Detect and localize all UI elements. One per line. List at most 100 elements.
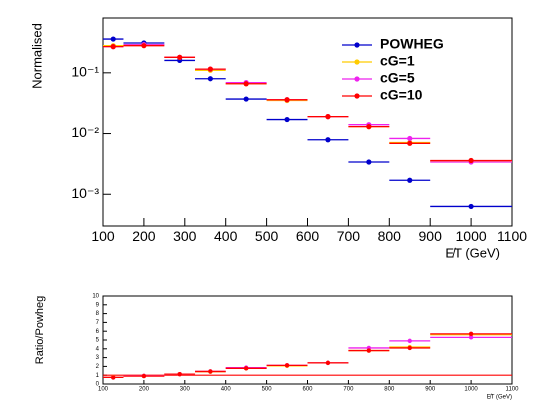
x-tick-label: 300 [180, 386, 191, 392]
bin-point [266, 116, 308, 123]
point [325, 360, 331, 366]
legend-marker [354, 76, 360, 82]
x-axis-label: E̸T (GeV) [487, 395, 512, 401]
point [208, 369, 213, 374]
point [177, 371, 182, 377]
bin-point [307, 114, 349, 120]
point [141, 43, 147, 49]
y-tick-label: 7 [96, 320, 100, 326]
legend-label: POWHEG [380, 36, 444, 52]
x-tick-label: 1000 [456, 228, 487, 244]
bin-point [389, 345, 431, 351]
x-tick-label: 1000 [464, 386, 478, 392]
bin-point [389, 338, 431, 344]
x-axis-label: E̸T (GeV) [445, 245, 500, 260]
x-tick-label: 400 [214, 228, 238, 244]
bin-point [164, 54, 196, 60]
bin-point [389, 140, 431, 146]
x-tick-label: 700 [337, 228, 361, 244]
y-tick-label: 1 [96, 373, 100, 379]
bin-point [348, 124, 390, 130]
bin-point [430, 335, 512, 340]
y-tick-label: 10⁻³ [71, 185, 99, 201]
bin-point [225, 96, 267, 102]
bin-point [164, 371, 196, 377]
x-tick-label: 200 [132, 228, 156, 244]
point [243, 81, 249, 87]
bin-point [195, 369, 226, 374]
bin-point [195, 76, 226, 82]
point [207, 66, 213, 72]
y-tick-label: 10⁻¹ [71, 64, 99, 80]
point [407, 338, 412, 344]
legend-marker [354, 59, 360, 65]
bin-point [348, 348, 390, 353]
x-tick-label: 500 [255, 228, 279, 244]
bin-point [266, 363, 308, 368]
point [141, 373, 147, 379]
legend-marker [354, 42, 360, 48]
point [468, 331, 474, 337]
legend-label: cG=5 [380, 70, 415, 86]
y-tick-label: 2 [96, 364, 100, 370]
point [325, 137, 331, 143]
bin-point [430, 157, 512, 164]
y-tick-label: 9 [96, 302, 100, 308]
x-tick-label: 900 [419, 228, 443, 244]
bin-point [389, 135, 431, 142]
bin-point [103, 375, 124, 380]
y-tick-label: 8 [96, 311, 100, 317]
x-tick-label: 300 [173, 228, 197, 244]
y-tick-label: 0 [96, 382, 100, 388]
bin-point [123, 43, 165, 49]
point [407, 345, 412, 351]
y-tick-label: 5 [96, 338, 100, 344]
y-tick-label: 10 [92, 294, 99, 300]
x-tick-label: 600 [302, 386, 313, 392]
legend-label: cG=10 [380, 87, 423, 103]
point [243, 96, 249, 102]
bin-point [307, 360, 349, 366]
bin-point [430, 203, 512, 210]
top-frame [102, 17, 513, 227]
bin-point [225, 81, 267, 87]
x-tick-label: 800 [384, 386, 395, 392]
point [284, 97, 290, 103]
x-tick-label: 500 [262, 386, 273, 392]
bin-point [103, 36, 124, 42]
y-tick-label: 3 [96, 355, 100, 361]
point [366, 124, 372, 130]
x-tick-label: 100 [91, 228, 115, 244]
bin-point [103, 44, 124, 50]
point [407, 177, 413, 183]
x-tick-label: 100 [98, 386, 109, 392]
bin-point [430, 331, 512, 337]
point [243, 366, 249, 371]
x-tick-label: 700 [343, 386, 354, 392]
bin-point [266, 97, 308, 103]
point [468, 157, 474, 164]
x-tick-label: 200 [139, 386, 150, 392]
y-tick-label: 6 [96, 329, 100, 335]
point [110, 44, 116, 50]
y-axis-label: Normalised [29, 23, 44, 89]
bin-point [307, 137, 349, 143]
point [407, 140, 413, 146]
x-tick-label: 800 [378, 228, 402, 244]
legend-label: cG=1 [380, 53, 415, 69]
point [366, 348, 372, 353]
x-tick-label: 900 [425, 386, 436, 392]
bottom-frame [102, 295, 513, 385]
y-axis-label: Ratio/Powheg [34, 296, 46, 365]
y-tick-label: 4 [96, 346, 100, 352]
point [284, 363, 290, 368]
bin-point [348, 159, 390, 165]
x-tick-label: 400 [221, 386, 232, 392]
point [177, 54, 183, 60]
point [207, 76, 213, 82]
x-tick-label: 1100 [497, 228, 527, 244]
bin-point [225, 366, 267, 371]
point [111, 375, 116, 380]
point [110, 36, 116, 42]
